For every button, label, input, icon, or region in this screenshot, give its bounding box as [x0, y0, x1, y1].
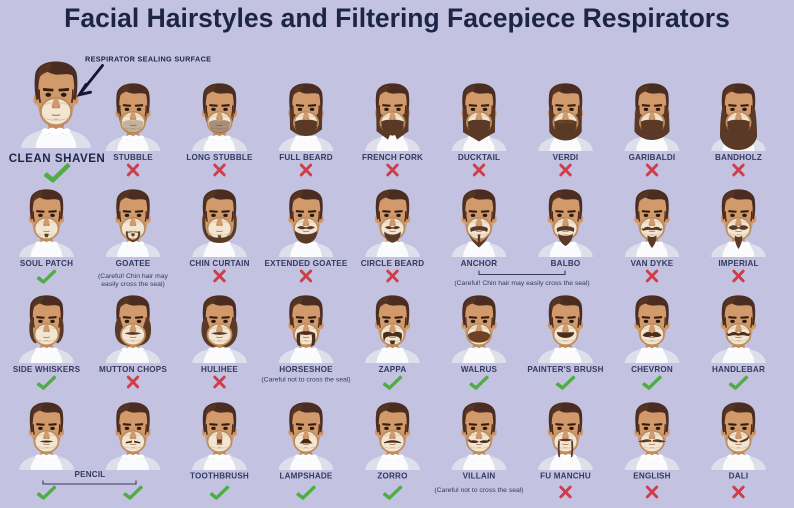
- svg-text:HULIHEE: HULIHEE: [201, 365, 238, 374]
- svg-text:DALI: DALI: [729, 472, 749, 481]
- svg-text:BANDHOLZ: BANDHOLZ: [715, 153, 762, 162]
- svg-text:STUBBLE: STUBBLE: [113, 153, 153, 162]
- svg-text:CIRCLE BEARD: CIRCLE BEARD: [361, 259, 425, 268]
- svg-text:(Careful not to cross the seal: (Careful not to cross the seal): [261, 377, 350, 384]
- svg-text:DUCKTAIL: DUCKTAIL: [458, 153, 500, 162]
- svg-text:CLEAN SHAVEN: CLEAN SHAVEN: [9, 152, 106, 165]
- svg-text:FU MANCHU: FU MANCHU: [540, 472, 591, 481]
- svg-text:FULL BEARD: FULL BEARD: [279, 153, 333, 162]
- svg-text:(Careful not to cross the seal: (Careful not to cross the seal): [434, 487, 523, 494]
- svg-text:HANDLEBAR: HANDLEBAR: [712, 365, 765, 374]
- svg-text:TOOTHBRUSH: TOOTHBRUSH: [190, 472, 249, 481]
- svg-text:LAMPSHADE: LAMPSHADE: [279, 472, 332, 481]
- svg-text:ENGLISH: ENGLISH: [633, 472, 670, 481]
- svg-text:WALRUS: WALRUS: [461, 365, 498, 374]
- svg-text:RESPIRATOR SEALING SURFACE: RESPIRATOR SEALING SURFACE: [85, 55, 211, 64]
- svg-text:GOATEE: GOATEE: [116, 259, 151, 268]
- svg-text:easily cross the seal): easily cross the seal): [101, 281, 164, 288]
- svg-text:(Careful! Chin hair may easily: (Careful! Chin hair may easily cross the…: [454, 280, 589, 287]
- svg-text:IMPERIAL: IMPERIAL: [718, 259, 758, 268]
- svg-text:Facial Hairstyles and Filterin: Facial Hairstyles and Filtering Facepiec…: [64, 3, 730, 33]
- svg-text:VAN DYKE: VAN DYKE: [631, 259, 674, 268]
- svg-text:SIDE WHISKERS: SIDE WHISKERS: [13, 365, 81, 374]
- svg-text:VERDI: VERDI: [553, 153, 579, 162]
- svg-text:LONG STUBBLE: LONG STUBBLE: [186, 153, 253, 162]
- svg-text:HORSESHOE: HORSESHOE: [279, 365, 333, 374]
- svg-text:BALBO: BALBO: [551, 259, 581, 268]
- svg-text:MUTTON CHOPS: MUTTON CHOPS: [99, 365, 167, 374]
- svg-text:FRENCH FORK: FRENCH FORK: [362, 153, 423, 162]
- svg-text:CHEVRON: CHEVRON: [631, 365, 673, 374]
- svg-text:PENCIL: PENCIL: [75, 470, 106, 479]
- svg-text:EXTENDED GOATEE: EXTENDED GOATEE: [265, 259, 348, 268]
- svg-text:CHIN CURTAIN: CHIN CURTAIN: [189, 259, 249, 268]
- svg-text:ZORRO: ZORRO: [377, 472, 407, 481]
- svg-text:ANCHOR: ANCHOR: [461, 259, 498, 268]
- svg-text:VILLAIN: VILLAIN: [463, 472, 496, 481]
- svg-text:PAINTER'S BRUSH: PAINTER'S BRUSH: [527, 365, 603, 374]
- svg-text:GARIBALDI: GARIBALDI: [629, 153, 676, 162]
- svg-text:(Careful! Chin hair may: (Careful! Chin hair may: [98, 273, 168, 280]
- svg-text:ZAPPA: ZAPPA: [379, 365, 407, 374]
- svg-text:SOUL PATCH: SOUL PATCH: [20, 259, 73, 268]
